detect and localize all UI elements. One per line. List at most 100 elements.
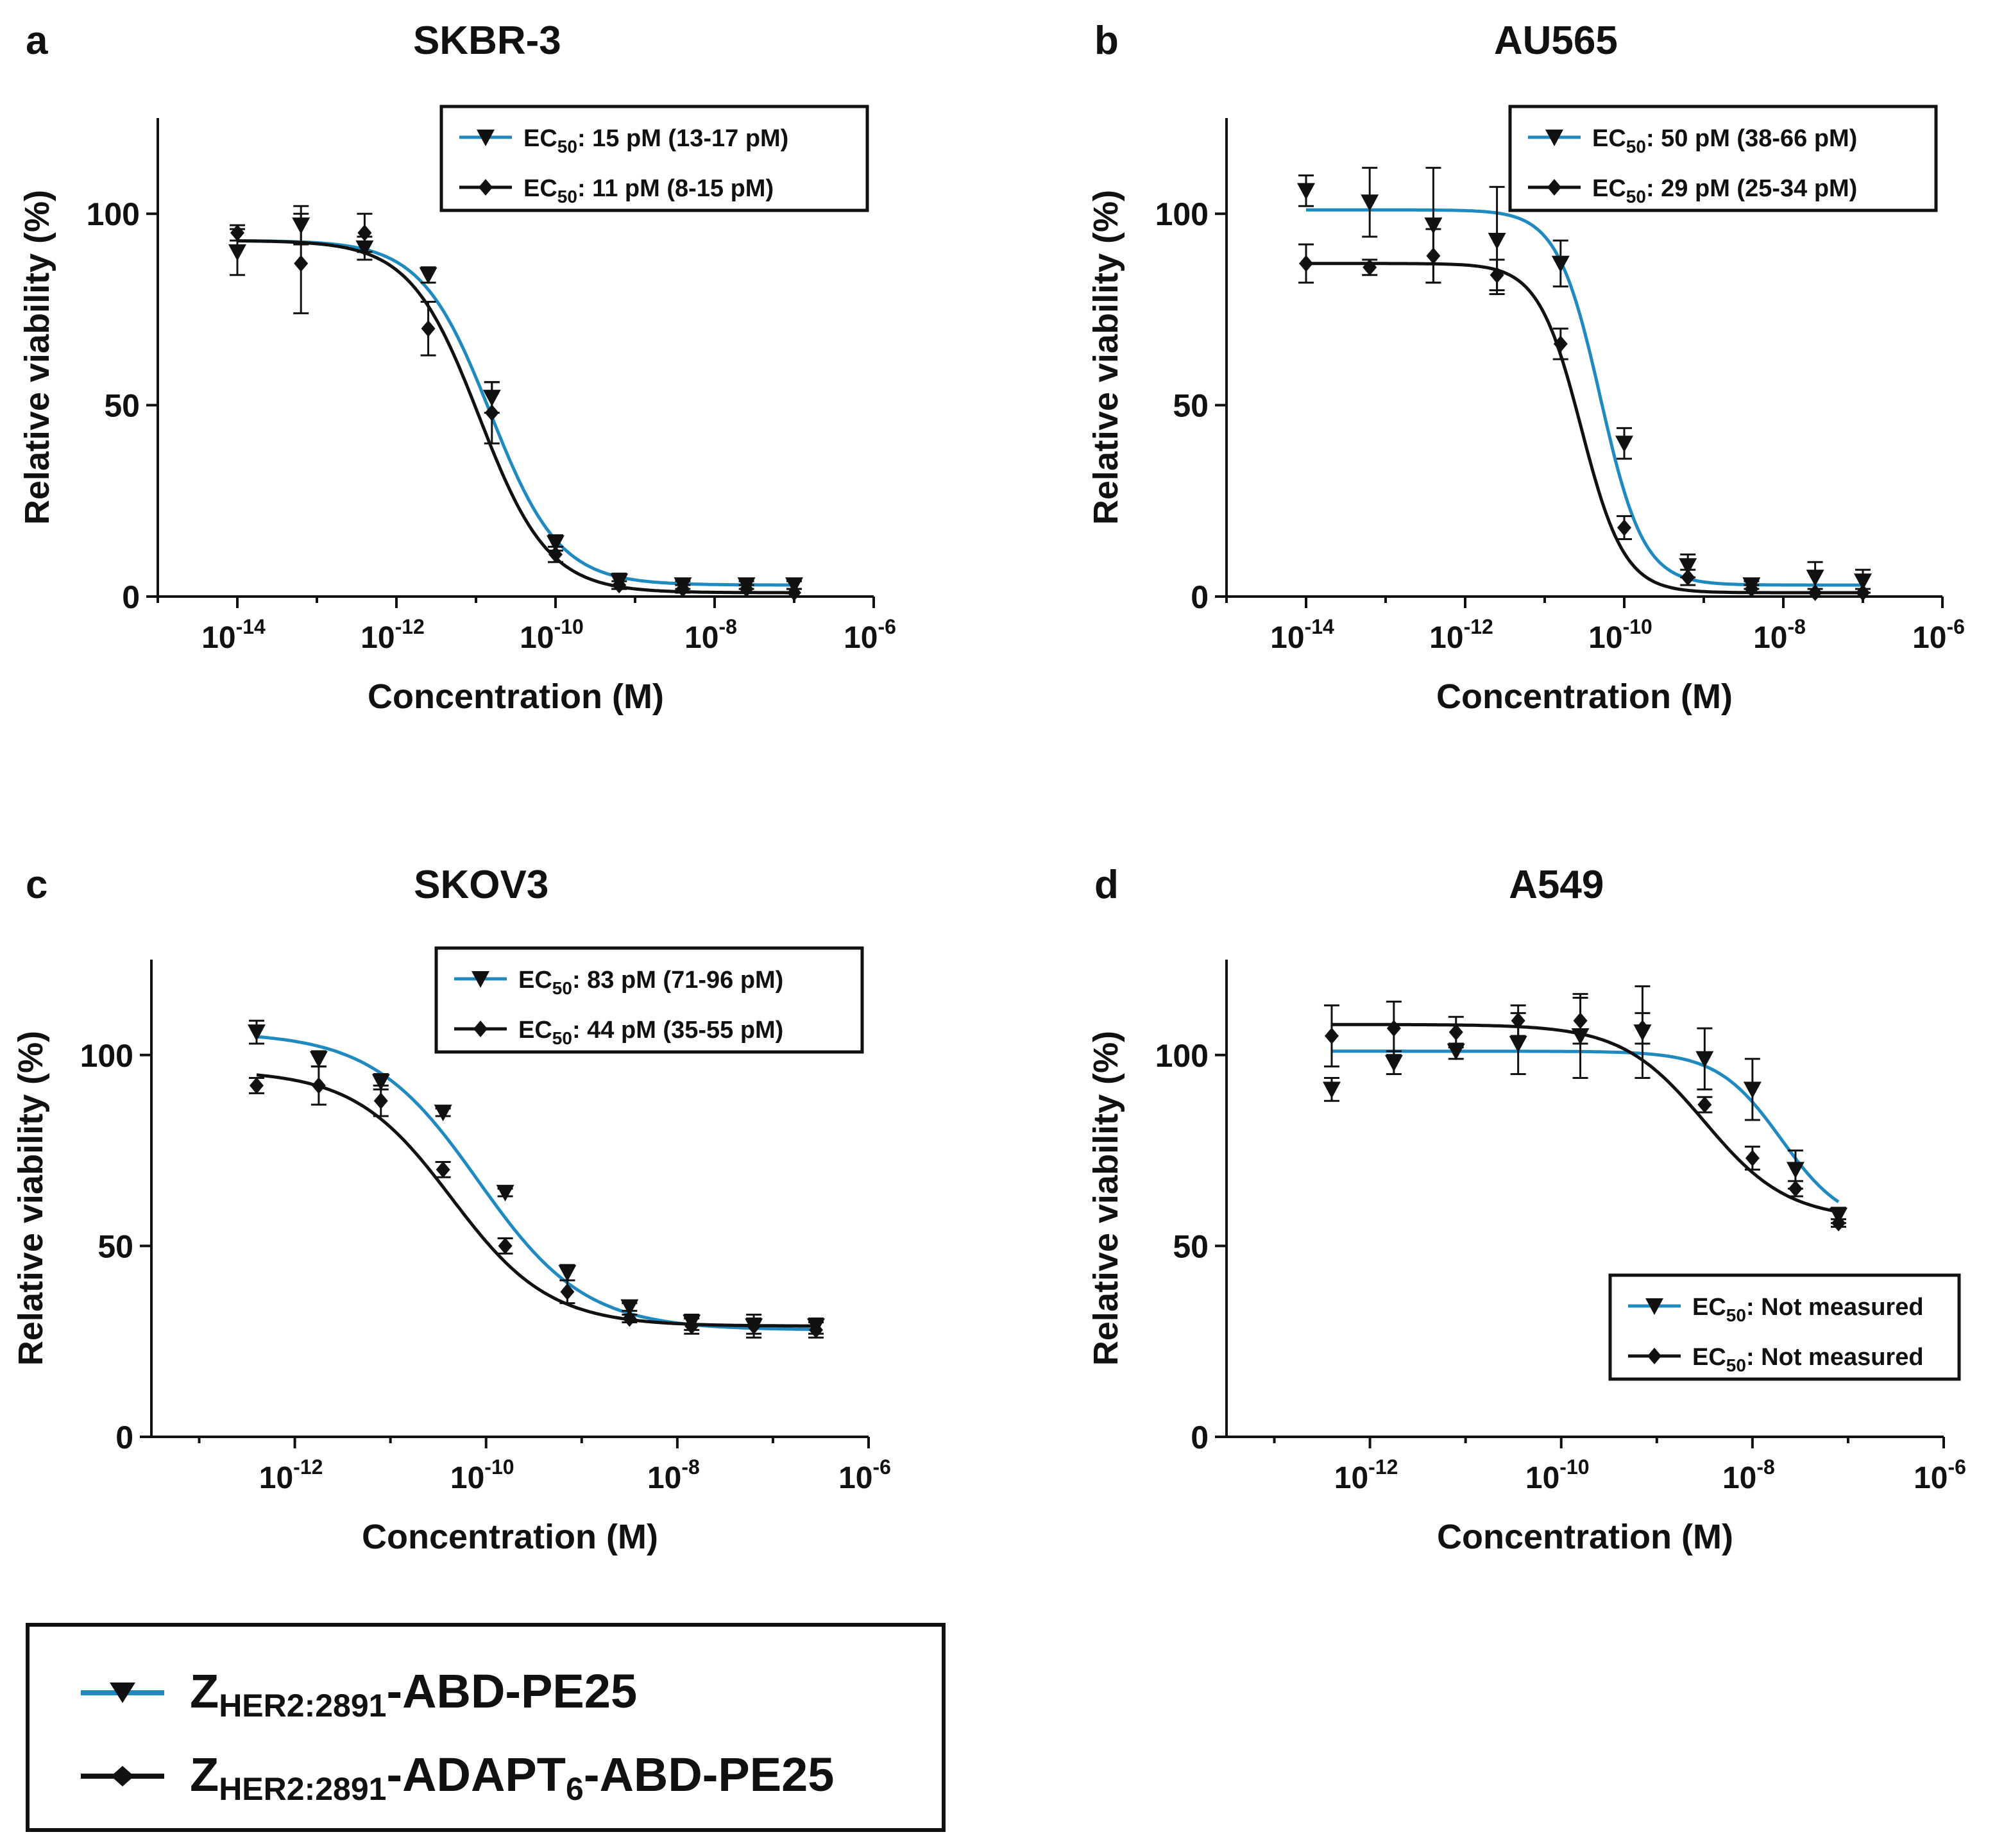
- y-axis-label: Relative viability (%): [18, 190, 56, 525]
- x-tick-label: 10-10: [1588, 615, 1652, 655]
- x-tick-label: 10-10: [450, 1455, 514, 1495]
- panel-legend-box: [1508, 105, 1938, 212]
- fit-curve: [1332, 1022, 1839, 1214]
- data-point: [1448, 1024, 1463, 1041]
- data-point: [1386, 1020, 1401, 1037]
- data-point: [1808, 584, 1822, 602]
- data-point: [1806, 570, 1824, 587]
- series-adapt6-abd-pe25: [1323, 997, 1847, 1232]
- triangle-down-marker-icon: [110, 1683, 135, 1703]
- data-point: [747, 1318, 761, 1335]
- data-point: [809, 1321, 824, 1339]
- fit-curve: [256, 1035, 816, 1331]
- panel-legend-entry: EC50: Not measured: [1628, 1344, 1924, 1375]
- legend-marker: [479, 179, 493, 196]
- data-point: [228, 244, 246, 261]
- data-point: [1488, 232, 1506, 250]
- legend-label-adapt6-abd-pe25: ZHER2:2891-ADAPT6-ABD-PE25: [190, 1747, 834, 1808]
- x-tick-label: 10-12: [361, 615, 425, 655]
- panel-legend-entry: EC50: 44 pM (35-55 pM): [454, 1017, 783, 1048]
- x-axis-label: Concentration (M): [362, 1518, 658, 1556]
- legend-b-suffix-2: -ABD-PE25: [583, 1748, 835, 1801]
- x-tick-label: 10-6: [1914, 1455, 1966, 1495]
- data-point: [1553, 335, 1568, 353]
- chart-title: A549: [1509, 863, 1604, 907]
- data-point: [1788, 1180, 1803, 1198]
- main-legend-entry-adapt: ZHER2:2891-ADAPT6-ABD-PE25: [81, 1742, 834, 1813]
- data-point: [309, 1051, 328, 1068]
- data-point: [560, 1283, 575, 1300]
- data-point: [249, 1077, 264, 1094]
- x-tick-label: 10-12: [1429, 615, 1493, 655]
- legend-b-subscript: HER2:2891: [219, 1771, 387, 1807]
- panel-legend-entry: EC50: 29 pM (25-34 pM): [1528, 175, 1857, 207]
- y-tick-label: 50: [104, 388, 140, 424]
- data-point: [1297, 183, 1315, 200]
- panel-letter: c: [26, 863, 47, 907]
- y-axis-label: Relative viability (%): [12, 1031, 50, 1366]
- data-point: [1786, 1162, 1804, 1179]
- data-point: [357, 225, 372, 242]
- data-point: [1697, 1096, 1712, 1114]
- legend-line-blue: [81, 1683, 164, 1703]
- series-adapt6-abd-pe25: [230, 212, 802, 602]
- series-adapt6-abd-pe25: [1298, 228, 1871, 602]
- chart-panel-b: b AU565 0 50 100 10-14 10-12 10-10 10-8 10-6 Conce…: [1087, 19, 1965, 716]
- panel-legend-box: [439, 105, 869, 212]
- x-tick-label: 10-8: [1753, 615, 1806, 655]
- legend-b-subscript-2: 6: [566, 1771, 584, 1807]
- data-point: [1695, 1051, 1714, 1068]
- legend-text: EC50: 50 pM (38-66 pM): [1592, 125, 1857, 157]
- data-point: [1679, 558, 1697, 575]
- data-point: [1551, 255, 1570, 273]
- panel-legend: EC50: 15 pM (13-17 pM) EC50: 11 pM (8-15 …: [439, 105, 869, 212]
- data-point: [1426, 247, 1441, 264]
- legend-text: EC50: 29 pM (25-34 pM): [1592, 175, 1857, 207]
- legend-b-prefix: Z: [190, 1748, 219, 1801]
- data-point: [675, 581, 690, 598]
- y-tick-label: 0: [1191, 579, 1209, 615]
- data-point: [622, 1310, 637, 1327]
- x-axis-label: Concentration (M): [368, 677, 664, 716]
- y-tick-label: 50: [1173, 1228, 1209, 1264]
- data-point: [1831, 1214, 1846, 1232]
- x-tick-label: 10-8: [684, 615, 737, 655]
- fit-curve: [237, 239, 794, 595]
- legend-b-suffix-1: -ADAPT: [386, 1748, 566, 1801]
- legend-a-suffix: -ABD-PE25: [386, 1665, 638, 1718]
- data-point: [436, 1161, 450, 1178]
- fit-curve: [237, 239, 794, 587]
- data-point: [1615, 436, 1633, 453]
- data-point: [498, 1237, 513, 1255]
- data-point: [371, 1074, 390, 1091]
- x-tick-label: 10-8: [647, 1455, 700, 1495]
- panel-letter: b: [1094, 19, 1119, 63]
- fit-curve: [1306, 262, 1863, 595]
- y-tick-label: 100: [1155, 1038, 1209, 1074]
- data-point: [373, 1092, 388, 1110]
- legend-line-black: [81, 1766, 164, 1786]
- x-tick-label: 10-6: [1912, 615, 1965, 655]
- chart-title: SKOV3: [414, 863, 548, 907]
- data-point: [1744, 581, 1759, 598]
- data-point: [496, 1185, 514, 1202]
- data-point: [1856, 584, 1870, 602]
- x-axis-label: Concentration (M): [1437, 1518, 1733, 1556]
- x-tick-label: 10-12: [259, 1455, 323, 1495]
- data-point: [1573, 1012, 1588, 1030]
- legend-text: EC50: Not measured: [1692, 1294, 1924, 1325]
- chart-panel-a: a SKBR-3 0 50 100 10-14 10-12 10-10 10-8 10-6 Conc…: [18, 19, 896, 716]
- data-point: [684, 1318, 699, 1335]
- series-adapt6-abd-pe25: [248, 1065, 824, 1339]
- legend-text: EC50: 11 pM (8-15 pM): [523, 175, 774, 207]
- main-legend-entry-abd: ZHER2:2891-ABD-PE25: [81, 1659, 637, 1729]
- y-tick-label: 0: [122, 579, 140, 615]
- panel-legend-box: [1608, 1273, 1961, 1381]
- data-point: [1635, 1020, 1650, 1037]
- panel-legend-entry: EC50: 15 pM (13-17 pM): [459, 125, 788, 157]
- legend-marker: [477, 130, 495, 146]
- y-axis-label: Relative viability (%): [1087, 190, 1125, 525]
- y-tick-label: 0: [115, 1420, 133, 1455]
- fit-curve: [1332, 1049, 1840, 1203]
- x-tick-label: 10-10: [1525, 1455, 1590, 1495]
